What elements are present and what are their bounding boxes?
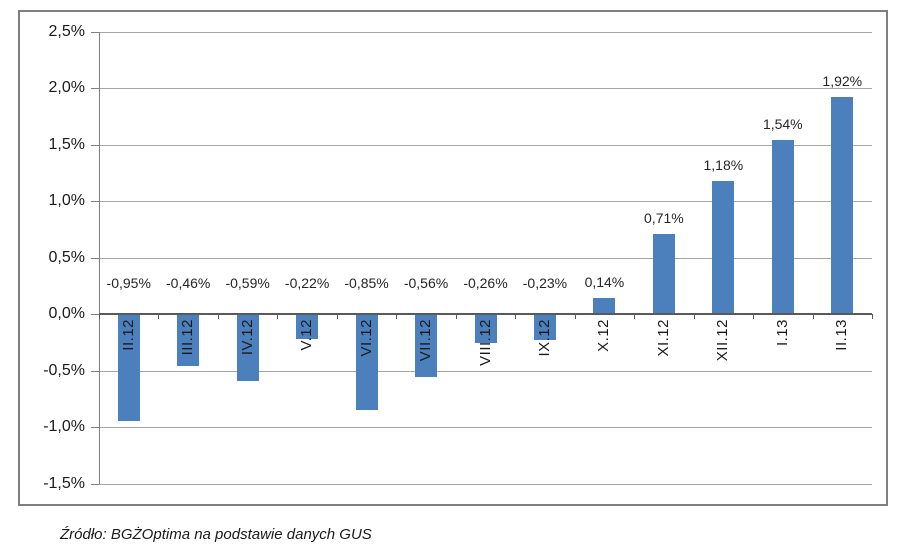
x-axis-tick: [872, 314, 873, 319]
bar: [415, 314, 438, 378]
y-axis-tick: [91, 483, 99, 485]
x-axis-tick: [574, 314, 576, 319]
y-axis-tick: [91, 257, 99, 259]
y-tick-label: -1,5%: [43, 474, 85, 492]
y-tick-label: 0,0%: [48, 305, 85, 322]
category-label: X.12: [595, 319, 613, 352]
x-axis-tick: [634, 314, 636, 319]
zero-axis-line: [99, 313, 872, 315]
bar-value-label: -0,26%: [463, 275, 508, 291]
x-axis-tick: [515, 314, 517, 319]
y-axis-line: [99, 31, 100, 484]
y-tick-label: -1,0%: [43, 418, 85, 435]
y-tick-label: 2,5%: [48, 22, 85, 40]
gridline: [99, 201, 872, 202]
bar-value-label: 0,71%: [644, 209, 684, 226]
category-label: II.12: [119, 319, 137, 351]
x-axis-tick: [99, 314, 100, 319]
bar-value-label: 1,54%: [762, 115, 803, 132]
category-label: IX.12: [535, 319, 553, 357]
bar: [593, 298, 616, 314]
category-label: VIII.12: [476, 319, 494, 366]
category-label: III.12: [179, 319, 197, 356]
y-axis-tick: [91, 427, 99, 428]
y-axis-tick: [91, 144, 99, 146]
x-axis-tick: [753, 314, 755, 319]
category-label: IV.12: [238, 319, 256, 356]
y-tick-label: 1,5%: [48, 135, 85, 153]
chart-frame: -0,95% II.12 -0,46% III.12 -0,59% IV.12 -0,22%…: [18, 10, 888, 506]
x-axis-tick: [693, 314, 695, 319]
x-axis-tick: [217, 314, 219, 319]
bar-value-label: 1,18%: [703, 156, 744, 173]
bar: [652, 233, 675, 314]
category-label: XII.12: [714, 319, 732, 362]
bar: [236, 314, 259, 381]
bar: [177, 314, 200, 366]
bar: [533, 314, 556, 340]
category-label: VII.12: [417, 319, 435, 362]
y-tick-label: 0,5%: [48, 248, 85, 266]
bar: [296, 314, 319, 339]
gridline: [99, 483, 872, 485]
x-axis-tick: [277, 314, 279, 319]
category-label: VI.12: [357, 319, 375, 357]
bar-value-label: -0,59%: [225, 275, 270, 291]
y-axis-tick: [91, 88, 99, 89]
x-axis-tick: [455, 314, 457, 319]
bar-value-label: -0,56%: [403, 275, 449, 291]
bar-value-label: 1,92%: [822, 73, 863, 90]
category-label: II.13: [833, 319, 851, 351]
gridline: [99, 31, 872, 33]
y-tick-label: 2,0%: [48, 79, 85, 96]
gridline: [99, 370, 872, 372]
category-label: XI.12: [654, 319, 672, 357]
gridline: [99, 144, 872, 146]
bar-value-label: 0,14%: [584, 274, 625, 291]
x-axis-tick: [336, 314, 338, 319]
gridline: [99, 88, 872, 89]
bar: [831, 97, 854, 314]
category-label: V.12: [298, 319, 316, 351]
bar: [712, 180, 735, 314]
y-tick-label: -0,5%: [43, 361, 85, 379]
bar-value-label: -0,22%: [284, 275, 330, 291]
y-axis-tick: [91, 201, 99, 202]
bar: [117, 314, 140, 422]
y-axis-tick: [91, 31, 99, 33]
bar-value-label: -0,95%: [106, 275, 151, 291]
bar-value-label: -0,46%: [166, 275, 211, 291]
gridline: [99, 427, 872, 428]
category-label: I.13: [773, 319, 791, 347]
y-tick-label: 1,0%: [48, 192, 85, 209]
bar-value-label: -0,23%: [522, 275, 568, 291]
bar: [474, 314, 497, 344]
y-axis-tick: [91, 314, 99, 315]
gridline: [99, 257, 872, 259]
y-axis-tick: [91, 370, 99, 372]
bar: [355, 314, 378, 411]
x-axis-tick: [158, 314, 160, 319]
source-note: Źródło: BGŻOptima na podstawie danych GU…: [60, 526, 372, 543]
x-axis-tick: [812, 314, 814, 319]
bar: [771, 139, 794, 314]
bar-value-label: -0,85%: [344, 275, 389, 291]
x-axis-tick: [396, 314, 398, 319]
